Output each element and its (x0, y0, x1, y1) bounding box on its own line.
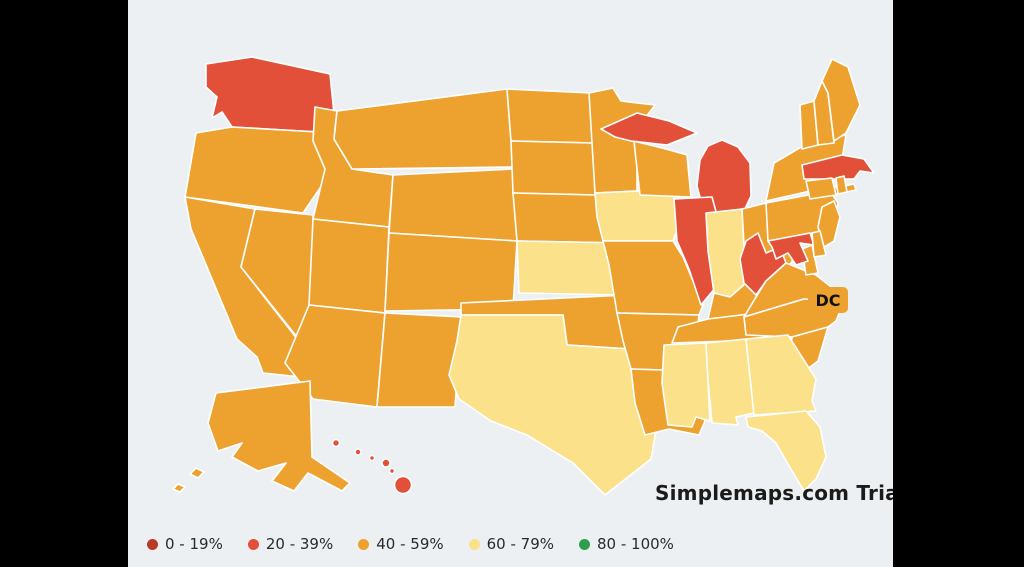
legend-label: 60 - 79% (486, 535, 555, 553)
state-connecticut[interactable] (805, 177, 837, 200)
state-texas[interactable] (448, 314, 660, 496)
state-rhode-island[interactable] (835, 175, 848, 195)
state-mississippi[interactable] (661, 342, 711, 428)
state-delaware[interactable] (811, 230, 827, 258)
state-iowa[interactable] (594, 190, 682, 242)
legend-item-20-39[interactable]: 20 - 39% (247, 535, 334, 553)
legend-label: 20 - 39% (265, 535, 334, 553)
legend-item-40-59[interactable]: 40 - 59% (358, 535, 444, 553)
legend-item-0-19[interactable]: 0 - 19% (147, 535, 223, 553)
state-hawaii-island[interactable] (368, 454, 376, 462)
state-missouri[interactable] (602, 240, 704, 316)
legend-color-dot (468, 538, 480, 550)
state-hawaii-island[interactable] (331, 438, 341, 448)
state-washington[interactable] (205, 56, 337, 134)
state-new-mexico[interactable] (376, 312, 462, 408)
state-south-dakota[interactable] (510, 140, 596, 196)
dc-label-text: DC (815, 290, 841, 310)
legend-label: 0 - 19% (165, 535, 223, 553)
legend-label: 40 - 59% (376, 535, 444, 553)
state-montana[interactable] (333, 88, 514, 170)
watermark-text: Simplemaps.com Tria (655, 481, 893, 505)
map-panel: DC Simplemaps.com Tria 0 - 19% 20 - 39% 40… (128, 0, 893, 567)
legend-color-dot (247, 538, 259, 550)
state-massachusetts[interactable] (801, 154, 875, 180)
legend-item-80-100[interactable]: 80 - 100% (579, 535, 674, 553)
legend-color-dot (358, 538, 370, 550)
state-hawaii-big-island[interactable] (393, 475, 413, 495)
state-hawaii-island[interactable] (381, 458, 391, 468)
state-colorado[interactable] (384, 232, 518, 312)
state-wyoming[interactable] (388, 168, 518, 242)
legend-color-dot (147, 538, 158, 550)
state-hawaii-island[interactable] (354, 448, 362, 456)
legend: 0 - 19% 20 - 39% 40 - 59% 60 - 79% 80 - 100% (147, 535, 674, 553)
dc-label-chip[interactable]: DC (808, 287, 848, 313)
legend-label: 80 - 100% (597, 535, 674, 553)
state-alaska-island[interactable] (172, 483, 186, 493)
state-florida[interactable] (745, 410, 827, 492)
state-indiana[interactable] (705, 208, 747, 298)
legend-item-60-79[interactable]: 60 - 79% (468, 535, 555, 553)
state-michigan-upper-peninsula[interactable] (600, 112, 698, 146)
state-hawaii-island[interactable] (388, 467, 396, 475)
state-maine[interactable] (821, 58, 861, 142)
state-georgia[interactable] (745, 334, 817, 416)
state-alaska[interactable] (207, 380, 351, 492)
legend-color-dot (579, 538, 591, 550)
state-north-dakota[interactable] (506, 88, 594, 144)
state-new-jersey[interactable] (817, 200, 841, 248)
usa-choropleth-map (172, 56, 875, 496)
state-alaska-island[interactable] (189, 467, 205, 479)
state-wisconsin[interactable] (633, 140, 692, 198)
state-virginia-eastern-shore[interactable] (801, 244, 819, 276)
state-utah[interactable] (308, 218, 390, 314)
